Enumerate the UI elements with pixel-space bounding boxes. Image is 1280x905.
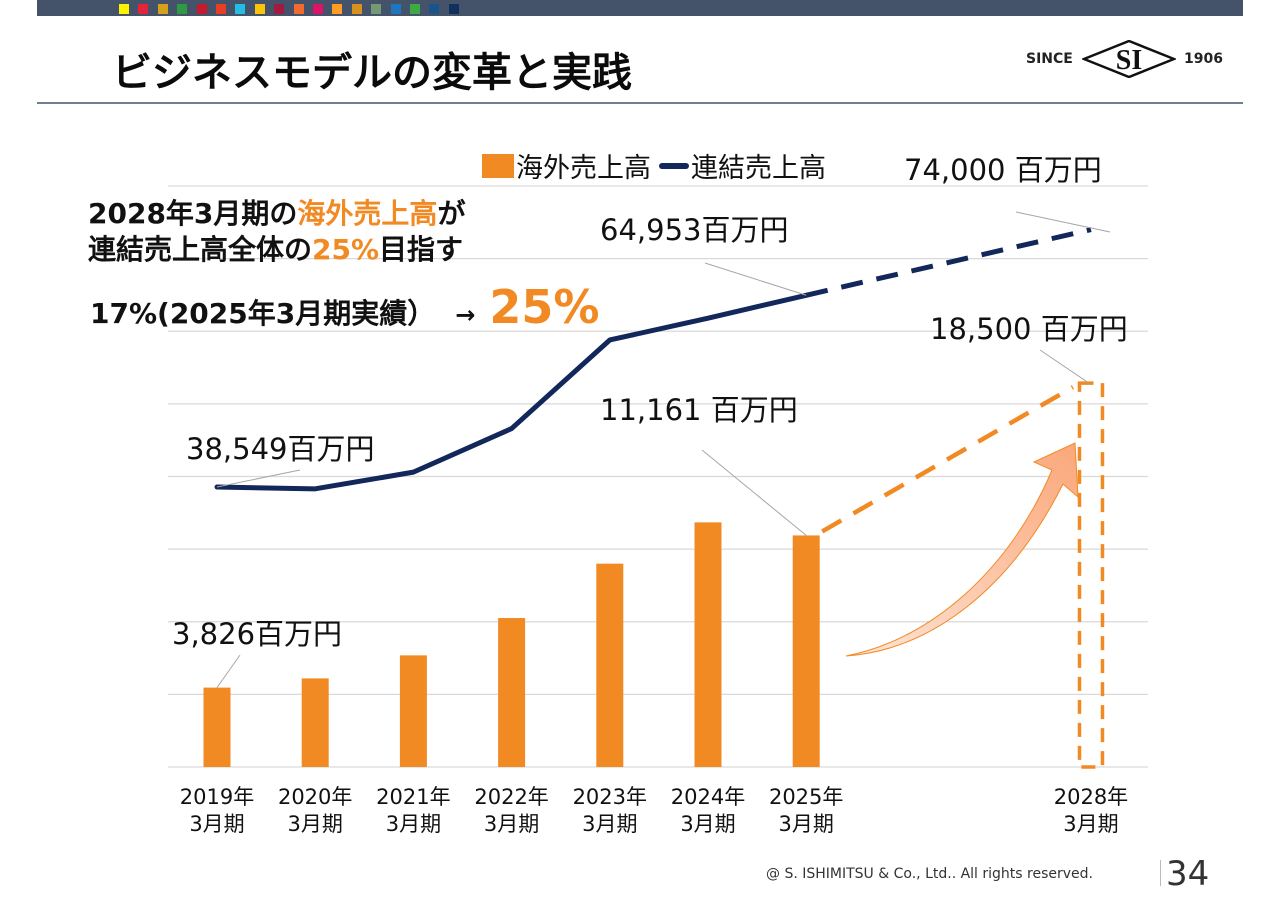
sdg-square — [196, 4, 207, 14]
company-logo: SINCE SI 1906 — [1020, 36, 1230, 82]
line-actual — [214, 292, 809, 492]
bar — [498, 618, 526, 767]
si-diamond-icon: SI — [1082, 40, 1176, 78]
x-tick-label: 2022年 3月期 — [462, 784, 562, 838]
growth-arrow-icon — [845, 442, 1079, 657]
line-series — [214, 227, 1092, 492]
sdg-square — [235, 4, 246, 14]
x-tick-label: 2019年 3月期 — [167, 784, 267, 838]
bar — [694, 522, 722, 767]
copyright: @ S. ISHIMITSU & Co., Ltd.. All rights r… — [766, 866, 1093, 882]
tick-year: 2021年 — [376, 785, 451, 809]
x-tick-label: 2020年 3月期 — [265, 784, 365, 838]
bar-trend-dashed — [821, 385, 1075, 534]
logo-year: 1906 — [1184, 51, 1223, 67]
data-label: 64,953百万円 — [600, 213, 789, 247]
target-callout: 2028年3月期の海外売上高が 連結売上高全体の25%目指す — [88, 196, 465, 268]
tick-period: 3月期 — [680, 812, 736, 836]
tick-year: 2022年 — [474, 785, 549, 809]
sdg-square — [293, 4, 304, 14]
tick-year: 2025年 — [768, 785, 844, 809]
logo-since: SINCE — [1026, 51, 1073, 67]
tick-period: 3月期 — [582, 812, 638, 836]
callout-text: 2028年3月期の — [88, 197, 298, 230]
bar-projected — [1077, 381, 1105, 769]
data-label: 11,161 百万円 — [600, 393, 798, 427]
tick-year: 2023年 — [572, 785, 648, 809]
sdg-square — [448, 4, 459, 14]
tick-period: 3月期 — [483, 812, 540, 836]
bar — [399, 655, 427, 767]
data-label: 38,549百万円 — [186, 432, 375, 466]
page-divider — [1160, 860, 1161, 886]
leader-line — [1039, 349, 1090, 384]
leader-line — [216, 469, 301, 488]
tick-period: 3月期 — [287, 812, 343, 836]
tick-period: 3月期 — [1063, 812, 1119, 836]
callout-line-2: 連結売上高全体の25%目指す — [88, 232, 465, 268]
tick-year: 2028年 — [1053, 785, 1129, 809]
logo-mark: SI — [1116, 45, 1142, 76]
tick-year: 2019年 — [179, 785, 255, 809]
leader-lines — [216, 211, 1111, 688]
sdg-square — [390, 4, 401, 14]
sdg-square — [138, 4, 149, 14]
tick-period: 3月期 — [385, 812, 442, 836]
callout-text: 目指す — [379, 233, 464, 266]
gridlines — [168, 185, 1148, 768]
callout-line-1: 2028年3月期の海外売上高が — [88, 196, 465, 232]
line-projected — [805, 227, 1092, 298]
sdg-square — [313, 4, 323, 14]
bar — [596, 563, 624, 767]
callout-highlight: 海外売上高 — [297, 197, 438, 230]
bar-series — [203, 381, 1105, 769]
sdg-square — [410, 4, 420, 14]
ratio-target: 25% — [489, 280, 600, 334]
sdg-square — [351, 4, 362, 14]
callout-text: が — [437, 197, 466, 230]
leader-line — [701, 449, 807, 536]
sdg-square — [332, 4, 343, 14]
leader-line — [1015, 211, 1111, 233]
sdg-square — [274, 4, 285, 14]
sdg-square — [429, 4, 440, 14]
tick-year: 2020年 — [277, 785, 353, 809]
bar — [792, 535, 820, 767]
sdg-square — [157, 4, 168, 14]
x-tick-label: 2024年 3月期 — [658, 784, 758, 838]
callout-highlight: 25% — [312, 233, 380, 266]
legend-label-consolidated: 連結売上高 — [691, 153, 826, 184]
tick-period: 3月期 — [778, 812, 834, 836]
bar — [203, 687, 231, 767]
sdg-square — [371, 4, 382, 14]
legend-swatch-consolidated — [659, 162, 689, 169]
x-tick-label: 2023年 3月期 — [560, 784, 660, 838]
page-number: 34 — [1166, 854, 1210, 894]
legend-label-overseas: 海外売上高 — [516, 153, 651, 184]
sdg-square — [216, 4, 226, 14]
data-label: 74,000 百万円 — [904, 153, 1102, 187]
data-label: 3,826百万円 — [172, 617, 343, 651]
leader-line — [704, 262, 807, 296]
sdg-square — [177, 4, 188, 14]
x-tick-label: 2028年 3月期 — [1041, 784, 1141, 838]
title-divider — [37, 102, 1243, 104]
sdg-square — [119, 4, 129, 14]
sdg-square — [254, 4, 265, 14]
right-arrow-icon: → — [455, 301, 476, 329]
leader-line — [216, 654, 241, 688]
chart-legend: 海外売上高 連結売上高 — [482, 146, 826, 185]
x-tick-label: 2025年 3月期 — [756, 784, 856, 838]
bar — [301, 678, 329, 767]
ratio-actual: 17%(2025年3月期実績） — [90, 297, 436, 330]
callout-text: 連結売上高全体の — [88, 233, 313, 266]
legend-swatch-overseas — [482, 153, 514, 178]
data-label: 18,500 百万円 — [930, 312, 1128, 346]
x-tick-label: 2021年 3月期 — [363, 784, 463, 838]
tick-period: 3月期 — [189, 812, 245, 836]
tick-year: 2024年 — [670, 785, 746, 809]
page-title: ビジネスモデルの変革と実践 — [112, 50, 632, 96]
ratio-callout: 17%(2025年3月期実績） → 25% — [90, 280, 599, 334]
